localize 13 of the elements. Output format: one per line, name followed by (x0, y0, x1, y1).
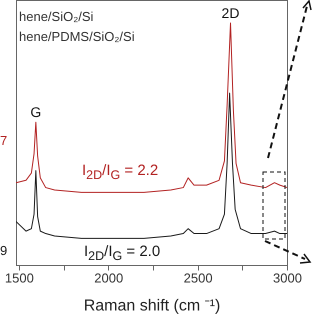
x-tick-label: 2500 (184, 270, 213, 286)
x-tick-label: 2000 (94, 270, 124, 286)
text: 7 (0, 133, 8, 148)
x-tick-label: 1500 (4, 270, 34, 286)
text: 9 (0, 243, 8, 258)
annotation: hene/SiO₂/Si (19, 9, 94, 24)
annotation: 2D (222, 4, 240, 21)
x-axis-title: Raman shift (cm ⁻¹) (84, 298, 220, 314)
annotation: I$_{2D}$/I$_{G}$ = 2.2 (82, 162, 158, 182)
annotation: G (30, 104, 42, 120)
x-tick-label: 3000 (273, 270, 302, 286)
annotation: I$_{2D}$/I$_{G}$ = 2.0 (84, 243, 160, 263)
annotation: hene/PDMS/SiO₂/Si (19, 29, 135, 44)
